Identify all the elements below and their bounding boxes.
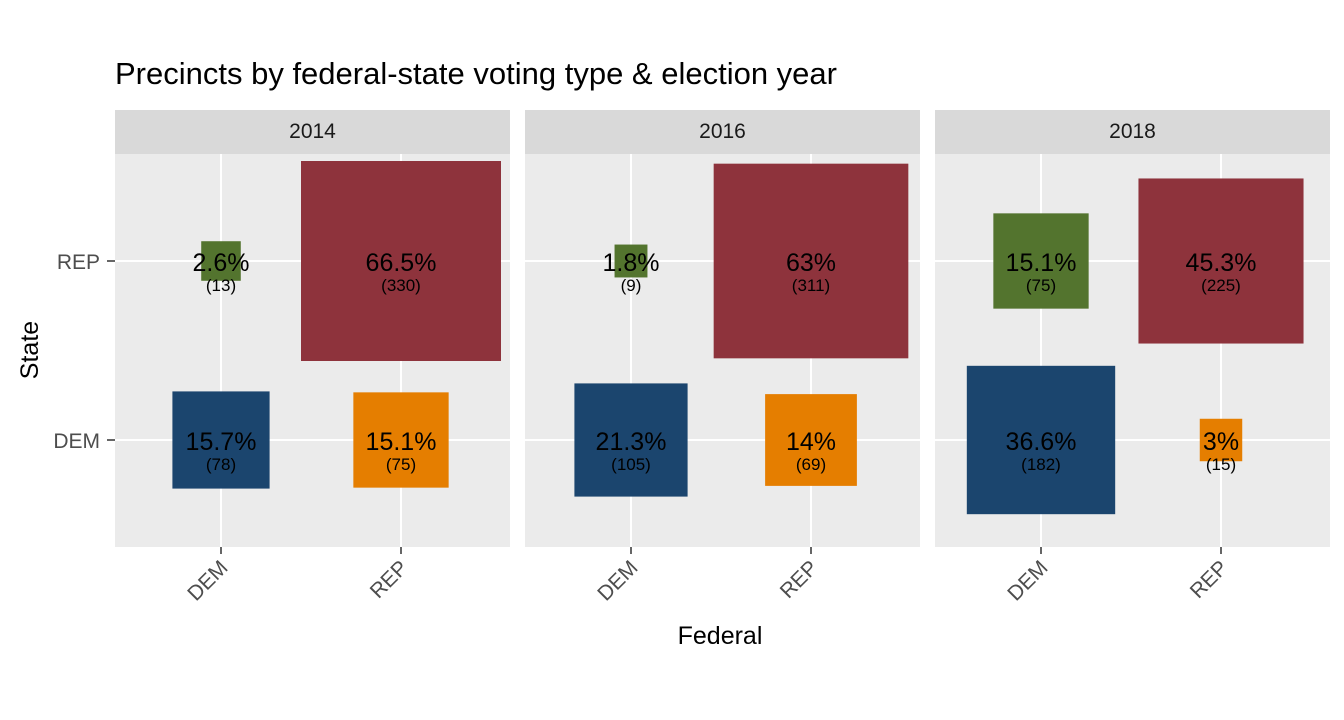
data-label-count: (75) (386, 455, 416, 474)
data-label-count: (69) (796, 455, 826, 474)
cell-square (301, 161, 501, 361)
facet-strip (935, 110, 1330, 154)
y-tick-label: DEM (53, 430, 100, 453)
data-label-count: (13) (206, 276, 236, 295)
cell-square (574, 383, 688, 497)
data-label-pct: 45.3% (1186, 249, 1257, 277)
x-axis-title: Federal (678, 622, 763, 650)
data-label-pct: 36.6% (1006, 428, 1077, 456)
cell-square (713, 163, 909, 359)
data-label-pct: 63% (786, 249, 836, 277)
facet-strip (115, 110, 510, 154)
data-label-count: (15) (1206, 455, 1236, 474)
cell-square (353, 392, 449, 488)
data-label-pct: 15.1% (366, 428, 437, 456)
x-tick-label: DEM (1003, 556, 1052, 605)
data-label-count: (78) (206, 455, 236, 474)
data-label-pct: 66.5% (366, 249, 437, 277)
x-tick-label: REP (776, 556, 823, 603)
data-label-pct: 2.6% (193, 249, 250, 277)
data-label-pct: 1.8% (603, 249, 660, 277)
x-tick-label: DEM (593, 556, 642, 605)
cell-square (1199, 418, 1243, 462)
data-label-count: (9) (621, 276, 642, 295)
data-label-count: (330) (381, 276, 421, 295)
y-axis-title: State (16, 321, 44, 379)
data-label-count: (225) (1201, 276, 1241, 295)
y-tick-label: REP (57, 251, 100, 274)
cell-square (1138, 178, 1304, 344)
facet-strip (525, 110, 920, 154)
data-label-pct: 14% (786, 428, 836, 456)
data-label-pct: 15.7% (186, 428, 257, 456)
x-tick-label: REP (1186, 556, 1233, 603)
data-label-count: (75) (1026, 276, 1056, 295)
x-tick-label: DEM (183, 556, 232, 605)
x-tick-label: REP (366, 556, 413, 603)
cell-square (765, 394, 857, 486)
cell-square (993, 213, 1089, 309)
data-label-pct: 21.3% (596, 428, 667, 456)
data-label-pct: 3% (1203, 428, 1239, 456)
cell-square (966, 365, 1116, 515)
cell-square (614, 244, 648, 278)
data-label-count: (311) (792, 276, 830, 295)
data-label-count: (105) (611, 455, 651, 474)
cell-square (172, 391, 270, 489)
chart-title: Precincts by federal-state voting type &… (115, 56, 837, 91)
facet-strip-label: 2016 (699, 120, 746, 143)
facet-strip-label: 2018 (1109, 120, 1156, 143)
data-label-pct: 15.1% (1006, 249, 1077, 277)
data-label-count: (182) (1021, 455, 1061, 474)
facet-strip-label: 2014 (289, 120, 336, 143)
cell-square (201, 241, 241, 281)
